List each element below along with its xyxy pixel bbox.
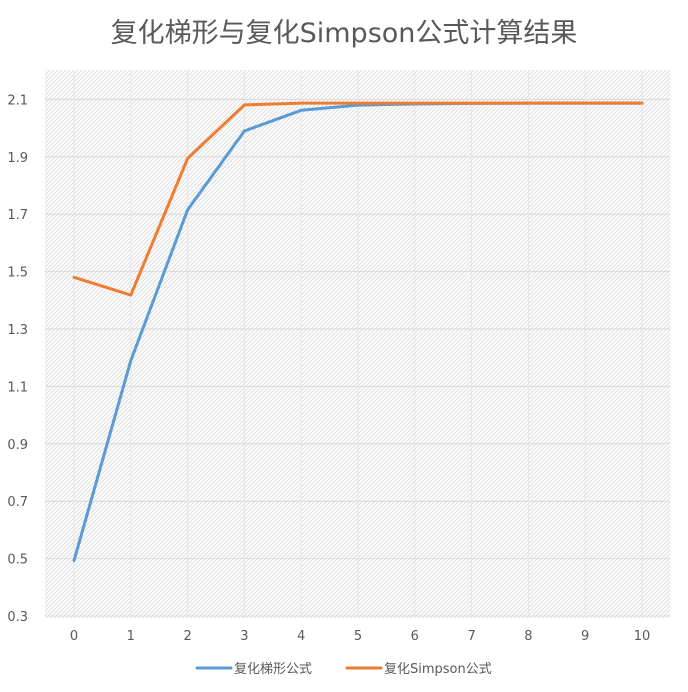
x-tick-label: 9 <box>581 629 589 644</box>
y-axis-tick-labels: 0.3 0.5 0.7 0.9 1.1 1.3 1.5 1.7 1.9 2.1 <box>7 93 28 625</box>
legend-label: 复化Simpson公式 <box>384 662 492 677</box>
legend-label: 复化梯形公式 <box>234 662 312 677</box>
x-tick-label: 10 <box>634 629 651 644</box>
y-tick-label: 1.7 <box>7 208 28 223</box>
x-tick-label: 7 <box>467 629 475 644</box>
y-tick-label: 0.7 <box>7 495 28 510</box>
x-tick-label: 5 <box>354 629 362 644</box>
x-tick-label: 6 <box>411 629 419 644</box>
x-tick-label: 8 <box>524 629 532 644</box>
y-tick-label: 1.1 <box>7 380 28 395</box>
y-tick-label: 1.5 <box>7 266 28 281</box>
x-axis-tick-labels: 0 1 2 3 4 5 6 7 8 9 10 <box>70 629 650 644</box>
y-tick-label: 1.9 <box>7 151 28 166</box>
chart-title: 复化梯形与复化Simpson公式计算结果 <box>111 18 578 49</box>
x-tick-label: 2 <box>183 629 191 644</box>
series-line-1 <box>72 101 644 297</box>
legend-item: 复化梯形公式 <box>195 662 312 677</box>
y-tick-label: 1.3 <box>7 323 28 338</box>
x-tick-label: 4 <box>297 629 305 644</box>
x-tick-label: 3 <box>240 629 248 644</box>
y-tick-label: 2.1 <box>7 93 28 108</box>
legend-item: 复化Simpson公式 <box>345 662 492 677</box>
x-tick-label: 1 <box>127 629 135 644</box>
y-tick-label: 0.9 <box>7 438 28 453</box>
series-lines <box>72 101 644 563</box>
x-tick-label: 0 <box>70 629 78 644</box>
legend: 复化梯形公式 复化Simpson公式 <box>195 662 492 677</box>
y-tick-label: 0.3 <box>7 610 28 625</box>
gridlines <box>45 70 670 618</box>
y-tick-label: 0.5 <box>7 553 28 568</box>
